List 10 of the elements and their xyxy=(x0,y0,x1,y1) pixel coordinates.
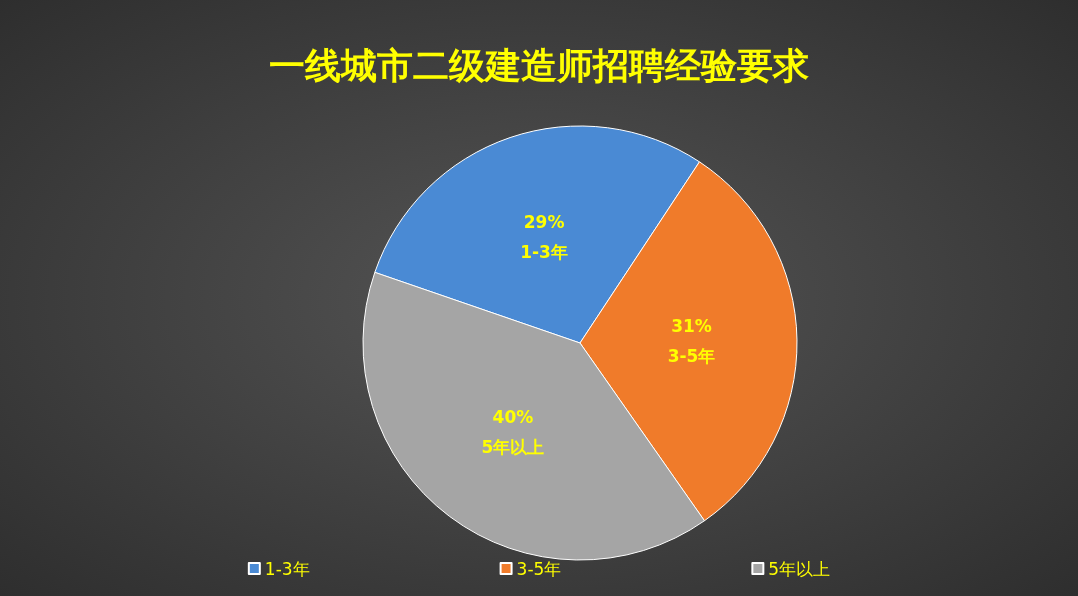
data-label: 29% xyxy=(523,212,565,233)
legend-label: 1-3年 xyxy=(264,558,310,579)
slice-label: 3-5年 xyxy=(667,346,716,367)
data-label: 40% xyxy=(492,407,534,428)
legend-label: 3-5年 xyxy=(516,558,562,579)
data-label: 31% xyxy=(671,316,712,337)
slice-label: 1-3年 xyxy=(520,242,568,263)
slice-label: 5年以上 xyxy=(481,437,545,458)
legend-label: 5年以上 xyxy=(768,558,831,579)
chart-title: 一线城市二级建造师招聘经验要求 xyxy=(269,44,809,86)
